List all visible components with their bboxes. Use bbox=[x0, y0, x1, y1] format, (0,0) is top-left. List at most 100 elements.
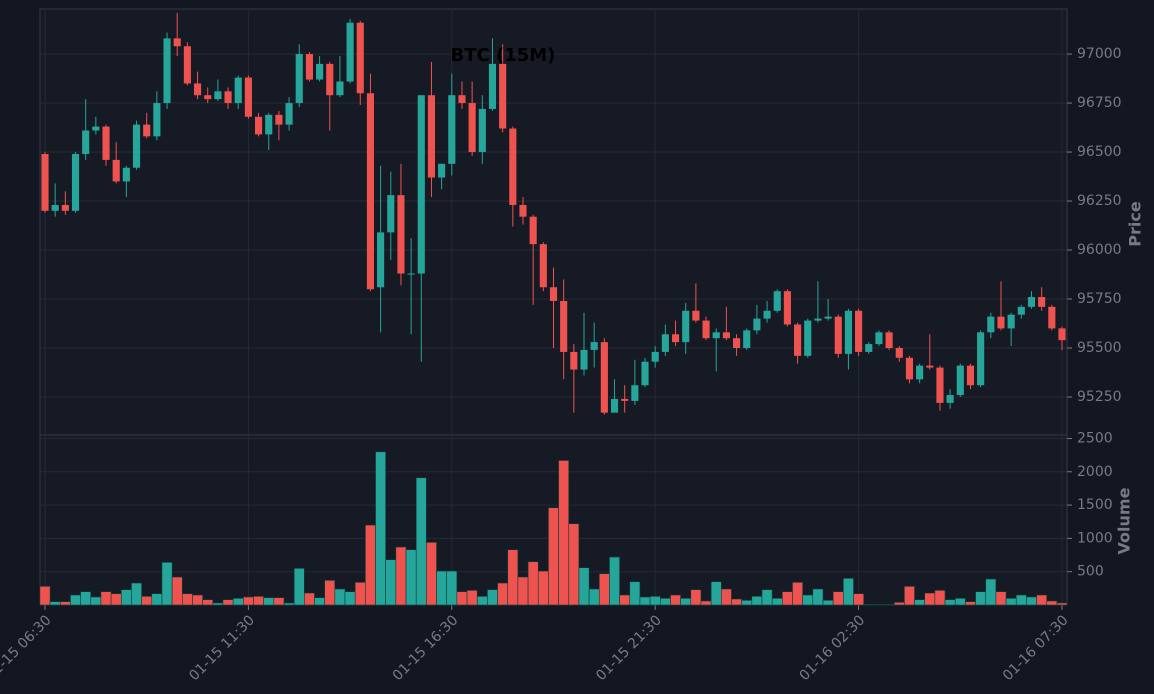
volume-bar bbox=[863, 604, 875, 606]
volume-bar bbox=[843, 578, 854, 606]
volume-bar bbox=[385, 559, 397, 606]
candle-body bbox=[326, 63, 334, 96]
volume-bar bbox=[151, 593, 163, 606]
volume-bar bbox=[812, 588, 824, 606]
volume-bar bbox=[965, 601, 976, 606]
candle-body bbox=[265, 114, 273, 135]
candle-body bbox=[438, 163, 446, 178]
candle-body bbox=[875, 332, 883, 345]
candle-body bbox=[916, 365, 924, 380]
candle-body bbox=[682, 310, 690, 343]
candle-body bbox=[997, 316, 1005, 329]
volume-bar bbox=[344, 591, 356, 606]
volume-bar bbox=[802, 594, 814, 606]
volume-bar bbox=[893, 602, 905, 606]
volume-bar bbox=[588, 588, 600, 606]
candle-body bbox=[956, 365, 964, 396]
volume-bar bbox=[212, 602, 224, 606]
candle-body bbox=[275, 114, 283, 125]
candle-body bbox=[458, 95, 466, 104]
candle-body bbox=[804, 320, 812, 356]
candle-body bbox=[621, 398, 629, 401]
volume-bar bbox=[141, 596, 153, 606]
volume-bar bbox=[995, 591, 1007, 606]
volume-bar bbox=[243, 596, 254, 606]
volume-bar bbox=[751, 596, 763, 606]
candle-body bbox=[641, 361, 649, 386]
volume-bar bbox=[120, 589, 132, 606]
volume-bar bbox=[985, 578, 997, 606]
volume-bar bbox=[975, 591, 987, 606]
candle-body bbox=[122, 167, 130, 182]
candle-body bbox=[377, 232, 385, 288]
volume-bar bbox=[181, 593, 193, 606]
volume-bar bbox=[436, 570, 448, 606]
volume-bar bbox=[558, 460, 570, 606]
volume-bar bbox=[487, 589, 498, 606]
volume-bar bbox=[883, 604, 895, 606]
volume-bar bbox=[375, 451, 386, 606]
volume-bar bbox=[914, 599, 926, 606]
y-axis-label: Price bbox=[1126, 201, 1145, 247]
volume-bar bbox=[741, 600, 753, 606]
volume-bar bbox=[761, 589, 773, 606]
volume-bar bbox=[334, 588, 346, 606]
candle-body bbox=[743, 330, 751, 348]
candle-body bbox=[987, 316, 995, 333]
volume-bar bbox=[710, 581, 722, 606]
candle-body bbox=[865, 344, 873, 352]
volume-bar bbox=[100, 591, 112, 606]
volume-bar bbox=[232, 598, 244, 606]
volume-bar bbox=[659, 598, 671, 606]
volume-bar bbox=[527, 561, 539, 606]
volume-bar bbox=[1005, 598, 1017, 606]
candle-body bbox=[112, 159, 120, 182]
candle-body bbox=[590, 342, 598, 350]
volume-bar bbox=[59, 601, 71, 606]
y-tick-label: 96250 bbox=[1077, 193, 1122, 209]
volume-bar bbox=[476, 596, 488, 606]
volume-bar bbox=[1026, 596, 1037, 606]
candle-body bbox=[387, 195, 395, 233]
candle-body bbox=[1038, 297, 1046, 307]
y-tick-label: 96750 bbox=[1077, 95, 1122, 111]
candle-body bbox=[1007, 314, 1015, 329]
volume-bar bbox=[263, 597, 275, 606]
price-panel bbox=[39, 8, 1068, 436]
candle-body bbox=[753, 318, 761, 331]
candle-body bbox=[733, 338, 741, 348]
candle-body bbox=[783, 291, 791, 325]
candle-body bbox=[855, 310, 863, 352]
volume-bar bbox=[548, 507, 559, 606]
candle-body bbox=[671, 334, 680, 343]
y-tick-label: 1500 bbox=[1077, 497, 1113, 513]
candle-body bbox=[71, 154, 80, 211]
candle-body bbox=[316, 63, 324, 80]
candle-body bbox=[356, 22, 364, 94]
volume-bar bbox=[934, 590, 946, 606]
candle-body bbox=[885, 332, 893, 348]
candle-body bbox=[966, 365, 975, 386]
volume-bar bbox=[517, 576, 529, 606]
candle-body bbox=[631, 385, 639, 401]
candle-body bbox=[712, 332, 720, 339]
volume-bar bbox=[90, 596, 102, 606]
candle-body bbox=[824, 316, 832, 319]
volume-bar bbox=[690, 589, 702, 606]
volume-bar bbox=[405, 549, 417, 606]
candle-body bbox=[92, 126, 100, 131]
volume-bar bbox=[731, 598, 742, 606]
volume-bar bbox=[609, 556, 620, 606]
y-tick-label: 2500 bbox=[1077, 430, 1113, 446]
candle-body bbox=[661, 334, 669, 352]
candle-body bbox=[1048, 306, 1056, 329]
volume-bar bbox=[649, 596, 661, 606]
candle-body bbox=[1017, 306, 1025, 315]
candle-body bbox=[163, 38, 171, 104]
volume-bar bbox=[619, 594, 631, 606]
candle-body bbox=[478, 108, 486, 153]
candle-body bbox=[448, 95, 456, 164]
candle-body bbox=[224, 91, 232, 104]
candle-body bbox=[763, 310, 771, 319]
volume-bar bbox=[202, 599, 214, 606]
